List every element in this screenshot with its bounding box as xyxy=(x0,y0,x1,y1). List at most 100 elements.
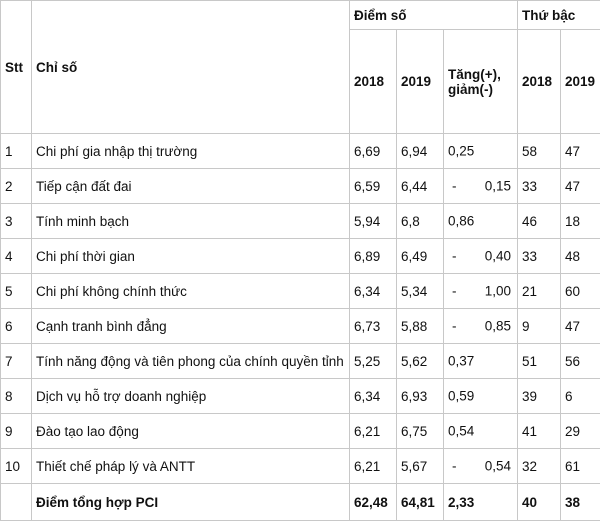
row-rank-2018: 51 xyxy=(518,344,561,379)
row-score-2018: 5,25 xyxy=(350,344,397,379)
header-diem-so: Điểm số xyxy=(350,1,518,30)
row-rank-2018: 58 xyxy=(518,134,561,169)
row-change: -0,15 xyxy=(444,169,518,204)
total-score-2019: 64,81 xyxy=(397,484,444,521)
row-score-2018: 6,59 xyxy=(350,169,397,204)
row-name: Đào tạo lao động xyxy=(32,414,350,449)
row-change-value: 0,25 xyxy=(448,144,474,159)
row-rank-2019: 47 xyxy=(561,309,600,344)
header-stt: Stt xyxy=(1,1,32,134)
row-score-2018: 6,34 xyxy=(350,379,397,414)
total-rank-2018: 40 xyxy=(518,484,561,521)
row-name: Chi phí không chính thức xyxy=(32,274,350,309)
row-rank-2019: 48 xyxy=(561,239,600,274)
row-score-2019: 5,88 xyxy=(397,309,444,344)
row-stt: 3 xyxy=(1,204,32,239)
row-change-sign: - xyxy=(452,179,457,194)
row-rank-2018: 33 xyxy=(518,169,561,204)
row-change: - 0,85 xyxy=(444,309,518,344)
row-score-2019: 5,67 xyxy=(397,449,444,484)
row-stt: 6 xyxy=(1,309,32,344)
row-rank-2018: 41 xyxy=(518,414,561,449)
row-name: Chi phí gia nhập thị trường xyxy=(32,134,350,169)
row-stt: 7 xyxy=(1,344,32,379)
row-change: 0,59 xyxy=(444,379,518,414)
row-change-value: 0,54 xyxy=(448,424,474,439)
row-change-sign: - xyxy=(452,319,457,334)
row-change-value: 0,85 xyxy=(485,319,511,334)
row-change-value: 1,00 xyxy=(485,284,511,299)
row-score-2019: 5,34 xyxy=(397,274,444,309)
total-score-2018: 62,48 xyxy=(350,484,397,521)
row-score-2018: 6,21 xyxy=(350,449,397,484)
row-stt: 10 xyxy=(1,449,32,484)
row-score-2019: 6,75 xyxy=(397,414,444,449)
row-score-2018: 6,73 xyxy=(350,309,397,344)
row-stt: 2 xyxy=(1,169,32,204)
total-rank-2019: 38 xyxy=(561,484,600,521)
row-name: Chi phí thời gian xyxy=(32,239,350,274)
row-score-2019: 6,93 xyxy=(397,379,444,414)
row-score-2019: 6,8 xyxy=(397,204,444,239)
table-row: 6 Cạnh tranh bình đẳng 6,73 5,88 -0,85 9… xyxy=(1,309,600,344)
header-thu-bac: Thứ bậc xyxy=(518,1,600,30)
row-rank-2019: 47 xyxy=(561,169,600,204)
row-change-sign: - xyxy=(452,459,457,474)
row-rank-2019: 29 xyxy=(561,414,600,449)
row-score-2018: 6,34 xyxy=(350,274,397,309)
row-rank-2019: 6 xyxy=(561,379,600,414)
table-row: 1 Chi phí gia nhập thị trường 6,69 6,94 … xyxy=(1,134,600,169)
row-score-2018: 5,94 xyxy=(350,204,397,239)
table-row: 5 Chi phí không chính thức 6,34 5,34 -1,… xyxy=(1,274,600,309)
table-row: 3 Tính minh bạch 5,94 6,8 0,86 46 18 xyxy=(1,204,600,239)
row-name: Tiếp cận đất đai xyxy=(32,169,350,204)
row-change-value: 0,86 xyxy=(448,214,474,229)
row-change: 0,25 xyxy=(444,134,518,169)
row-change: 0,54 xyxy=(444,414,518,449)
row-stt: 9 xyxy=(1,414,32,449)
row-change: - 0,54 xyxy=(444,449,518,484)
header-score-2018: 2018 xyxy=(350,30,397,134)
total-stt xyxy=(1,484,32,521)
row-change-value: 0,37 xyxy=(448,354,474,369)
header-rank-2018: 2018 xyxy=(518,30,561,134)
row-rank-2018: 46 xyxy=(518,204,561,239)
total-change: 2,33 xyxy=(444,484,518,521)
row-score-2019: 5,62 xyxy=(397,344,444,379)
row-rank-2018: 39 xyxy=(518,379,561,414)
row-rank-2018: 21 xyxy=(518,274,561,309)
row-rank-2019: 47 xyxy=(561,134,600,169)
row-change: -1,00 xyxy=(444,274,518,309)
row-name: Tính minh bạch xyxy=(32,204,350,239)
header-change-line2: giảm(-) xyxy=(448,82,493,97)
table-row: 9 Đào tạo lao động 6,21 6,75 0,54 41 29 xyxy=(1,414,600,449)
table-row: 10 Thiết chế pháp lý và ANTT 6,21 5,67 -… xyxy=(1,449,600,484)
row-rank-2018: 9 xyxy=(518,309,561,344)
row-stt: 1 xyxy=(1,134,32,169)
header-rank-2019: 2019 xyxy=(561,30,600,134)
header-change: Tăng(+), giảm(-) xyxy=(444,30,518,134)
row-name: Thiết chế pháp lý và ANTT xyxy=(32,449,350,484)
row-rank-2019: 18 xyxy=(561,204,600,239)
row-change-value: 0,54 xyxy=(485,459,511,474)
row-change: 0,86 xyxy=(444,204,518,239)
row-change: 0,37 xyxy=(444,344,518,379)
row-rank-2018: 32 xyxy=(518,449,561,484)
header-row-top: Stt Chỉ số Điểm số Thứ bậc xyxy=(1,1,600,30)
row-score-2018: 6,69 xyxy=(350,134,397,169)
row-stt: 5 xyxy=(1,274,32,309)
header-chi-so: Chỉ số xyxy=(32,1,350,134)
row-change-sign: - xyxy=(452,249,457,264)
header-change-line1: Tăng(+), xyxy=(448,67,501,82)
row-rank-2019: 60 xyxy=(561,274,600,309)
row-stt: 4 xyxy=(1,239,32,274)
row-score-2018: 6,21 xyxy=(350,414,397,449)
row-name: Dịch vụ hỗ trợ doanh nghiệp xyxy=(32,379,350,414)
row-score-2019: 6,44 xyxy=(397,169,444,204)
row-change-value: 0,59 xyxy=(448,389,474,404)
row-score-2019: 6,94 xyxy=(397,134,444,169)
table-row: 4 Chi phí thời gian 6,89 6,49 -0,40 33 4… xyxy=(1,239,600,274)
table-row: 8 Dịch vụ hỗ trợ doanh nghiệp 6,34 6,93 … xyxy=(1,379,600,414)
row-rank-2019: 61 xyxy=(561,449,600,484)
